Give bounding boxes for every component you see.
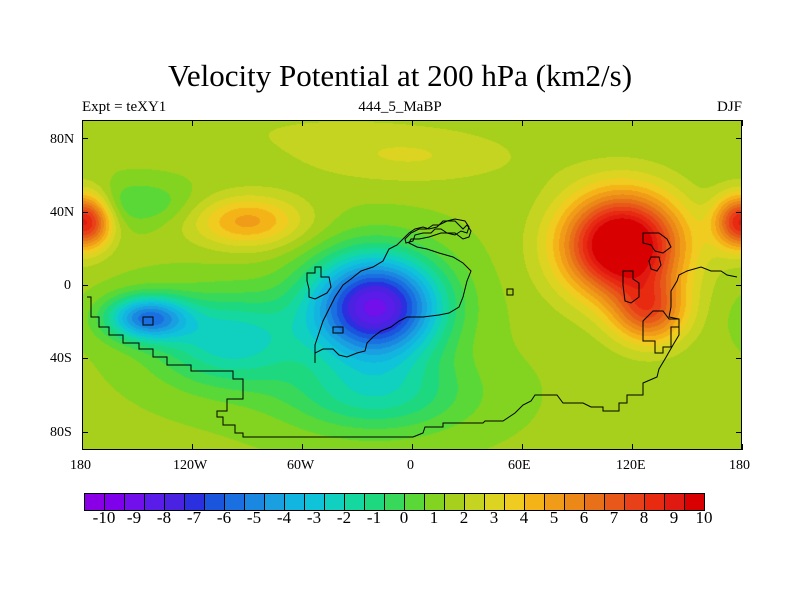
- coastline-arabia: [506, 288, 514, 296]
- colorbar-label: 6: [579, 508, 589, 527]
- coastline-africa: [314, 220, 472, 363]
- x-tick-mark: [412, 120, 413, 126]
- coastline-n-america: [306, 266, 332, 300]
- x-tick-mark: [742, 120, 743, 126]
- x-tick-mark: [412, 444, 413, 450]
- x-tick-mark: [632, 444, 633, 450]
- coastline-antilles: [332, 326, 344, 334]
- coastline-india: [622, 270, 640, 304]
- y-tick-label: 80N: [50, 132, 75, 147]
- x-tick-label: 60W: [287, 458, 315, 473]
- x-tick-mark: [742, 444, 743, 450]
- x-tick-mark: [632, 120, 633, 126]
- experiment-label: Expt = teXY1: [82, 99, 167, 115]
- colorbar-label: 3: [489, 508, 499, 527]
- coastline-australia: [642, 310, 680, 354]
- x-tick-mark: [302, 120, 303, 126]
- coastline-pacific-island: [142, 316, 154, 326]
- colorbar-label: 0: [399, 508, 409, 527]
- colorbar-box: [684, 493, 705, 511]
- x-tick-mark: [522, 444, 523, 450]
- y-tick-mark: [736, 138, 742, 140]
- y-tick-mark: [82, 285, 88, 286]
- colorbar-label: -4: [276, 508, 292, 527]
- colorbar: [84, 493, 705, 511]
- colorbar-label: 8: [639, 508, 649, 527]
- chart-title: Velocity Potential at 200 hPa (km2/s): [167, 58, 633, 93]
- y-tick-mark: [82, 358, 88, 360]
- y-tick-label: 80S: [50, 425, 72, 440]
- x-tick-label: 120E: [616, 458, 646, 473]
- x-tick-mark: [82, 120, 83, 126]
- x-tick-label: 180: [70, 458, 91, 473]
- colorbar-label: -5: [246, 508, 262, 527]
- case-label: 444_5_MaBP: [358, 99, 442, 115]
- y-tick-mark: [82, 211, 88, 213]
- colorbar-label: 4: [519, 508, 529, 527]
- x-tick-label: 60E: [508, 458, 531, 473]
- colorbar-label: 9: [669, 508, 679, 527]
- coastline-south-america: [87, 266, 738, 438]
- colorbar-label: 2: [459, 508, 469, 527]
- x-tick-mark: [302, 444, 303, 450]
- y-tick-mark: [736, 211, 742, 213]
- y-tick-mark: [736, 285, 742, 286]
- x-tick-label: 180: [729, 458, 750, 473]
- season-label: DJF: [716, 99, 742, 115]
- coastline-asia: [404, 218, 470, 244]
- colorbar-label: 10: [695, 508, 713, 527]
- coastline-overlay: [87, 218, 738, 438]
- y-tick-mark: [82, 431, 88, 433]
- colorbar-label: -6: [216, 508, 232, 527]
- x-tick-mark: [82, 444, 83, 450]
- colorbar-label: -8: [156, 508, 172, 527]
- x-tick-label: 0: [407, 458, 414, 473]
- colorbar-label: -10: [92, 508, 116, 527]
- y-tick-mark: [736, 358, 742, 360]
- colorbar-label: -2: [336, 508, 352, 527]
- x-tick-mark: [192, 120, 193, 126]
- y-tick-label: 40S: [50, 351, 72, 366]
- x-tick-label: 120W: [173, 458, 208, 473]
- colorbar-label: 1: [429, 508, 439, 527]
- x-tick-mark: [522, 120, 523, 126]
- colorbar-label: -3: [306, 508, 322, 527]
- colorbar-label: -1: [366, 508, 382, 527]
- y-tick-mark: [82, 138, 88, 140]
- velocity-potential-field: [83, 121, 741, 449]
- colorbar-label: 7: [609, 508, 619, 527]
- colorbar-label: -7: [186, 508, 202, 527]
- y-tick-mark: [736, 431, 742, 433]
- y-tick-label: 0: [64, 278, 71, 293]
- colorbar-label: 5: [549, 508, 559, 527]
- y-tick-label: 40N: [50, 205, 75, 220]
- colorbar-label: -9: [126, 508, 142, 527]
- coastline-maritime: [648, 256, 662, 272]
- coastline-southeast-asia: [642, 232, 672, 254]
- x-tick-mark: [192, 444, 193, 450]
- map-plot-area: [82, 120, 742, 450]
